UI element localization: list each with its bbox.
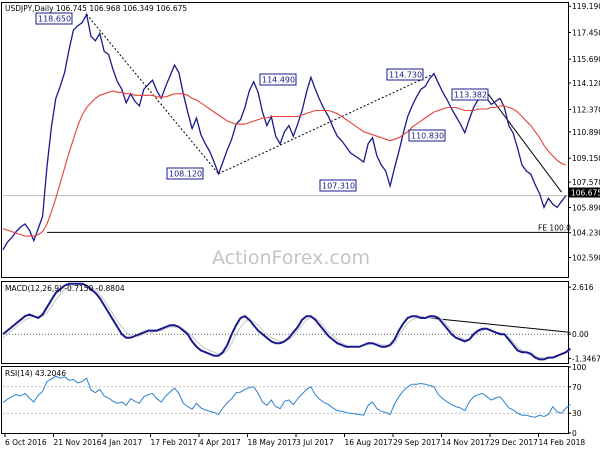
x-tick-label: 14 Nov 2017 — [442, 438, 490, 447]
rsi-title: RSI(14) 43.2046 — [5, 369, 66, 378]
line-layer: FE 100.0 — [3, 14, 571, 414]
price-callout-label: 110.830 — [411, 132, 444, 141]
price-pane-frame — [1, 2, 569, 278]
price-callout-label: 108.120 — [169, 170, 202, 179]
rsi-y-tick-label: 0 — [572, 429, 577, 438]
x-tick-label: 4 Jan 2017 — [102, 438, 142, 447]
price-callout-box — [35, 12, 73, 25]
x-tick-label: 18 May 2017 — [248, 438, 297, 447]
x-tick-label: 21 Nov 2016 — [54, 438, 102, 447]
price-y-tick-label: 112.370 — [572, 105, 600, 114]
price-y-tick-label: 114.120 — [572, 79, 600, 88]
last-price-label: 106.675 — [571, 189, 600, 198]
price-callout-box — [451, 88, 489, 101]
price-callout-label: 107.310 — [322, 182, 355, 191]
price-y-tick-label: 115.690 — [572, 55, 600, 64]
x-tick-label: 16 Aug 2017 — [345, 438, 393, 447]
x-tick-label: 14 Feb 2018 — [539, 438, 586, 447]
price-callout-box — [166, 167, 204, 180]
macd-line — [2, 282, 572, 361]
price-callout-box — [319, 179, 357, 192]
price-y-tick-label: 110.890 — [572, 128, 600, 137]
price-y-tick-label: 104.230 — [572, 229, 600, 238]
price-y-tick-label: 117.450 — [572, 29, 600, 38]
rsi-y-tick-label: 30 — [572, 409, 582, 418]
x-tick-label: 4 Apr 2017 — [199, 438, 241, 447]
macd-title: MACD(12,26,9) -0.7150 -0.8804 — [5, 284, 125, 293]
macd-y-tick-label: 0.00 — [572, 330, 589, 339]
price-y-tick-label: 119.190 — [572, 2, 600, 11]
x-tick-label: 6 Oct 2016 — [5, 438, 47, 447]
macd-y-tick-label: 2.616 — [572, 283, 594, 292]
macd-pane-frame — [1, 281, 569, 364]
callout-layer: 118.650 114.490 108.120 107.310 114.730 110.8… — [35, 12, 489, 192]
price-callout-label: 114.490 — [262, 76, 295, 85]
price-callout-box — [408, 129, 446, 142]
rsi-line — [2, 375, 571, 418]
last-price-box — [569, 187, 600, 198]
rsi-y-tick-label: 70 — [572, 383, 582, 392]
price-series-line — [2, 12, 567, 251]
x-tick-label: 29 Dec 2017 — [490, 438, 538, 447]
axis-layer: 6 Oct 2016 21 Nov 2016 4 Jan 2017 17 Feb 20… — [4, 2, 600, 447]
fe-level-label: FE 100.0 — [538, 223, 571, 232]
price-y-tick-label: 105.890 — [572, 204, 600, 213]
symbol-title: USDJPY,Daily 106.745 106.968 106.349 106… — [5, 4, 187, 13]
price-y-tick-label: 107.570 — [572, 178, 600, 187]
price-callout-box — [386, 68, 424, 81]
x-tick-label: 17 Feb 2017 — [151, 438, 198, 447]
moving-average-line — [2, 90, 567, 237]
price-y-tick-label: 102.590 — [572, 253, 600, 262]
price-callout-box — [259, 73, 297, 86]
macd-y-tick-label: -1.3467 — [572, 354, 600, 363]
price-trendline — [86, 14, 219, 175]
watermark: ActionForex.com — [212, 247, 370, 269]
x-tick-label: 29 Sep 2017 — [393, 438, 441, 447]
price-trendline — [486, 92, 563, 193]
rsi-pane-frame — [1, 366, 569, 434]
price-callout-label: 118.650 — [38, 15, 71, 24]
x-tick-label: 3 Jul 2017 — [296, 438, 334, 447]
price-callout-label: 114.730 — [389, 71, 422, 80]
price-y-tick-label: 109.150 — [572, 154, 600, 163]
series-layer — [2, 12, 572, 418]
price-callout-label: 113.382 — [454, 91, 487, 100]
rsi-y-tick-label: 100 — [572, 363, 587, 372]
